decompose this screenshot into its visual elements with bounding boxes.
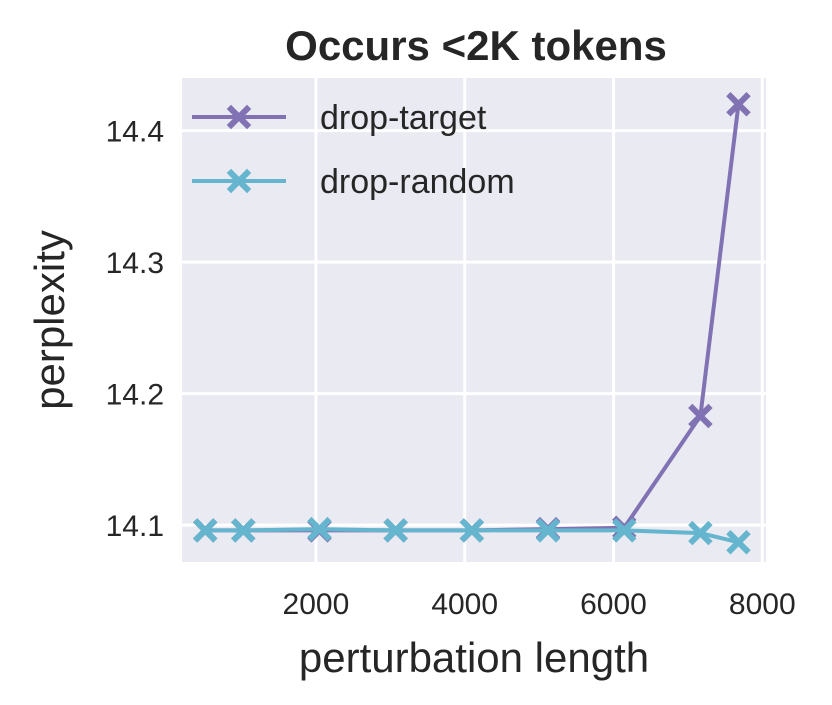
- legend: drop-target drop-random: [192, 99, 515, 201]
- data-point-marker: [688, 520, 713, 546]
- y-tick-label: 14.4: [106, 116, 164, 149]
- legend-marker: [226, 168, 252, 194]
- legend-label: drop-random: [320, 163, 515, 201]
- data-point-marker: [459, 518, 485, 543]
- x-tick-label: 6000: [580, 588, 647, 621]
- chart-title: Occurs <2K tokens: [285, 22, 667, 69]
- legend-item: drop-random: [192, 163, 515, 201]
- x-tick-label: 4000: [431, 588, 498, 621]
- x-axis-ticks: 2000 4000 6000 8000: [283, 588, 796, 621]
- data-point-marker: [535, 518, 561, 543]
- data-point-marker: [307, 516, 332, 542]
- y-axis-label: perplexity: [26, 230, 73, 410]
- data-point-marker: [726, 530, 751, 555]
- y-tick-label: 14.1: [106, 510, 164, 543]
- data-point-marker: [688, 403, 713, 429]
- data-point-marker: [383, 518, 408, 543]
- data-point-marker: [611, 518, 637, 543]
- x-axis-label: perturbation length: [299, 634, 649, 681]
- legend-item: drop-target: [192, 99, 487, 137]
- x-tick-label: 8000: [729, 588, 796, 621]
- series-drop-random: [192, 516, 751, 555]
- legend-label: drop-target: [320, 99, 487, 137]
- plot-area: [182, 78, 766, 562]
- data-point-marker: [231, 518, 256, 543]
- series-group: [192, 92, 751, 555]
- y-axis-ticks: 14.1 14.2 14.3 14.4: [106, 116, 164, 544]
- x-tick-label: 2000: [283, 588, 350, 621]
- data-point-marker: [192, 518, 218, 543]
- legend-marker: [226, 104, 252, 130]
- y-tick-label: 14.3: [106, 247, 164, 280]
- y-tick-label: 14.2: [106, 379, 164, 412]
- data-point-marker: [726, 92, 751, 117]
